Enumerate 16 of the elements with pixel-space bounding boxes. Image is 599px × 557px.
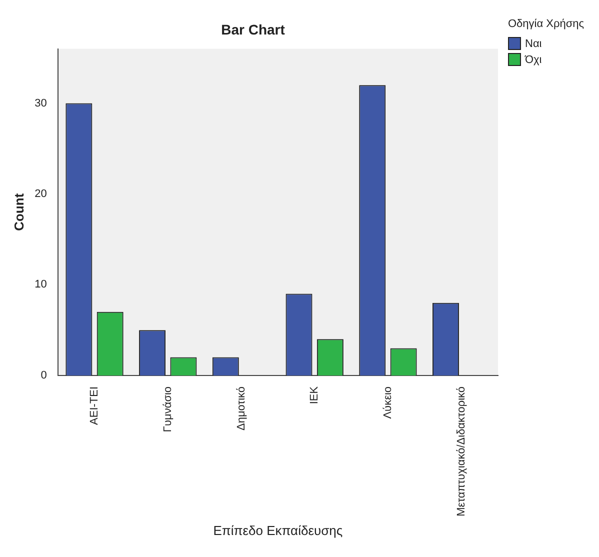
- x-tick-label: ΑΕΙ-ΤΕΙ: [88, 386, 101, 425]
- y-tick-label: 20: [34, 188, 47, 200]
- legend-label: Ναι: [525, 38, 542, 50]
- x-tick-label: Γυμνάσιο: [162, 386, 174, 432]
- x-tick-label: Μεταπτυχιακό/Διδακτορικό: [455, 386, 468, 516]
- y-tick-label: 10: [34, 278, 47, 291]
- x-tick-label: Λύκειο: [382, 386, 394, 419]
- y-axis-title: Count: [11, 192, 26, 231]
- y-tick-label: 0: [40, 369, 47, 382]
- x-tick-label: Δημοτικό: [235, 386, 248, 430]
- chart-title: Bar Chart: [221, 21, 286, 38]
- y-tick-label: 30: [34, 97, 47, 110]
- x-tick-label: ΙΕΚ: [308, 386, 321, 404]
- x-axis-title: Επίπεδο Εκπαίδευσης: [213, 522, 343, 538]
- legend-label: Όχι: [525, 54, 542, 66]
- legend-title: Οδηγία Χρήσης: [508, 18, 586, 31]
